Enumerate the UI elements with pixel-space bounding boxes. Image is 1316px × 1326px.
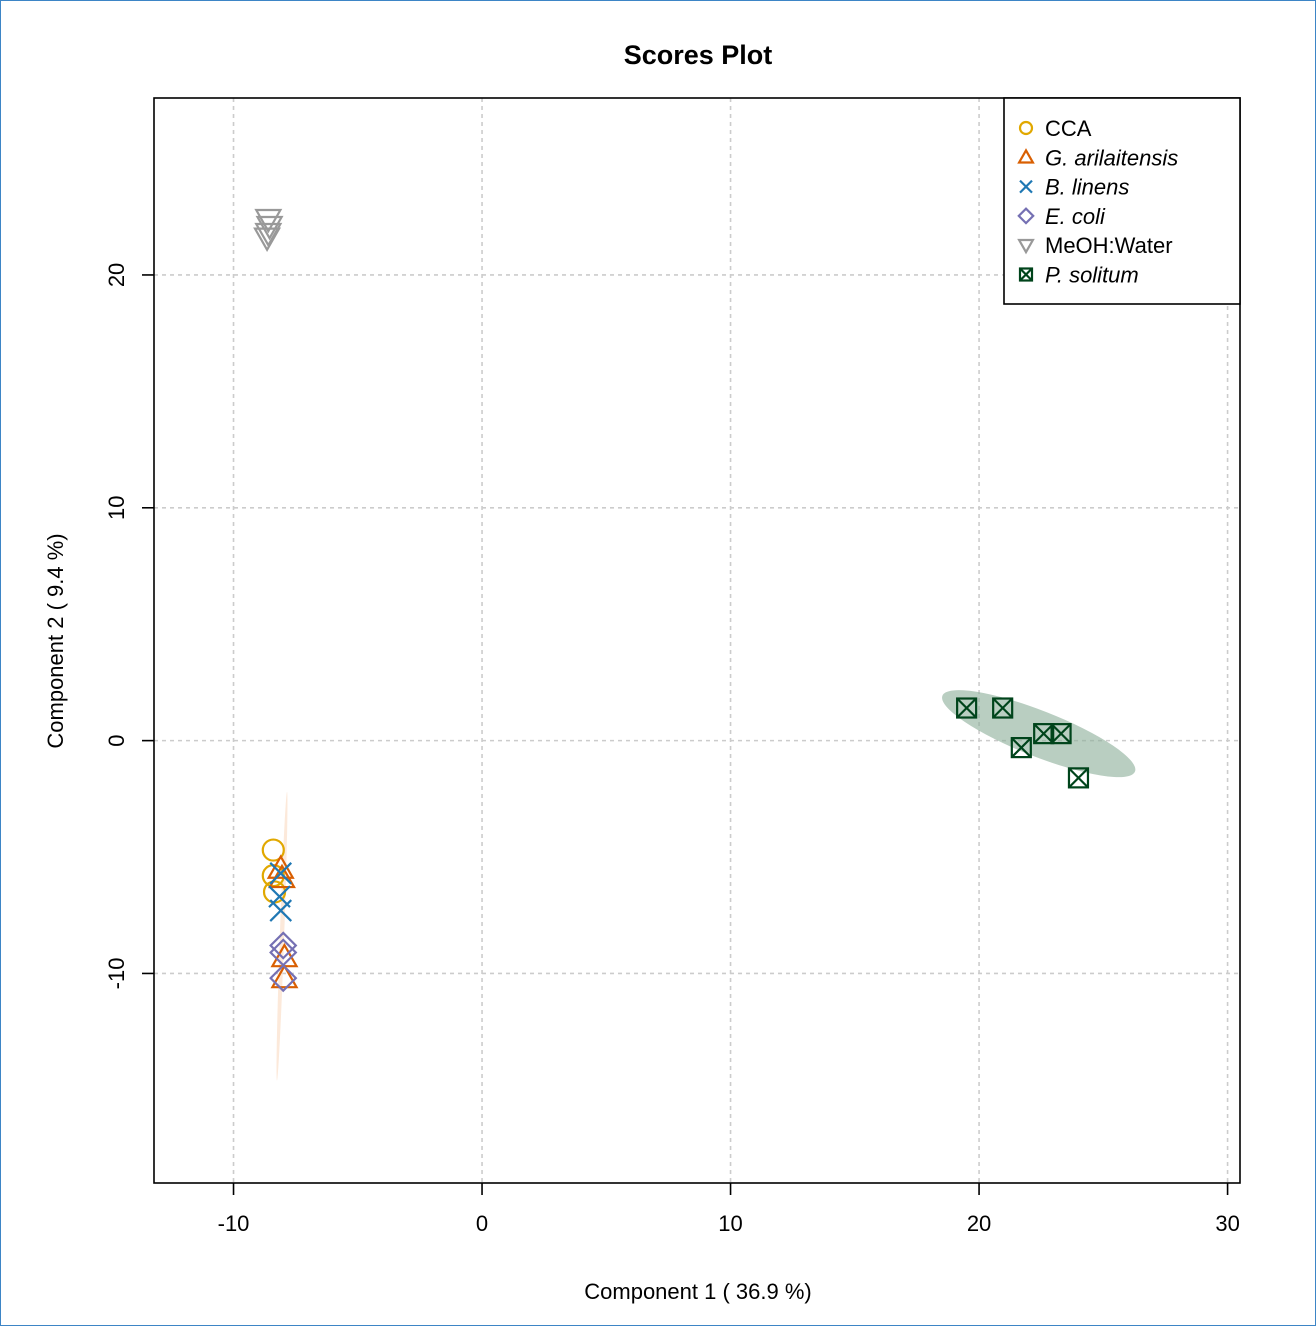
marker-shape bbox=[1019, 267, 1033, 282]
x-tick-label: 30 bbox=[1215, 1211, 1239, 1236]
x-tick-label: -10 bbox=[218, 1211, 250, 1236]
y-axis-label: Component 2 ( 9.4 %) bbox=[43, 533, 68, 748]
data-point-p-solitum bbox=[992, 697, 1014, 719]
legend-label-meoh-water: MeOH:Water bbox=[1045, 233, 1173, 258]
marker-shape bbox=[956, 697, 978, 719]
marker-shape bbox=[1017, 238, 1035, 255]
marker-shape bbox=[269, 931, 298, 960]
data-point-e-coli bbox=[269, 963, 298, 993]
marker-shape bbox=[1018, 120, 1034, 136]
legend-marker-meoh-water bbox=[1017, 238, 1035, 255]
legend-marker-g-arilaitensis bbox=[1017, 148, 1035, 164]
legend-label-g-arilaitensis: G. arilaitensis bbox=[1045, 145, 1178, 170]
y-tick-label: 20 bbox=[104, 263, 129, 287]
marker-shape bbox=[269, 963, 298, 993]
legend-marker-p-solitum bbox=[1018, 267, 1034, 282]
marker-shape bbox=[254, 222, 283, 248]
marker-shape bbox=[1017, 207, 1035, 225]
marker-shape bbox=[261, 838, 285, 862]
data-point-g-arilaitensis bbox=[268, 863, 296, 889]
legend-label-p-solitum: P. solitum bbox=[1045, 263, 1139, 288]
x-tick-label: 0 bbox=[476, 1211, 488, 1236]
marker-shape bbox=[1017, 148, 1035, 164]
x-tick-label: 20 bbox=[967, 1211, 991, 1236]
plot-area-border bbox=[153, 97, 1241, 1184]
data-point-g-arilaitensis bbox=[270, 963, 299, 989]
data-point-p-solitum bbox=[1050, 723, 1072, 745]
data-point-p-solitum bbox=[1067, 767, 1090, 789]
data-point-b-linens bbox=[269, 899, 293, 922]
y-tick-label: 10 bbox=[104, 496, 129, 520]
data-point-p-solitum bbox=[1033, 723, 1055, 745]
confidence-ellipse-p-solitum bbox=[942, 690, 1136, 778]
legend-marker-e-coli bbox=[1017, 207, 1035, 225]
data-point-cca bbox=[261, 838, 285, 862]
data-point-p-solitum bbox=[956, 697, 978, 719]
legend: CCA G. arilaitensis B. linens E. coli MeOH:W… bbox=[1003, 97, 1241, 305]
marker-shape bbox=[269, 899, 293, 922]
marker-shape bbox=[1019, 179, 1033, 194]
marker-shape bbox=[1033, 723, 1055, 745]
marker-shape bbox=[1011, 737, 1032, 758]
legend-box bbox=[1003, 97, 1241, 305]
legend-label-e-coli: E. coli bbox=[1045, 204, 1106, 229]
marker-shape bbox=[992, 697, 1014, 719]
marker-shape bbox=[269, 862, 293, 885]
legend-marker-b-linens bbox=[1019, 179, 1033, 194]
marker-shape bbox=[1067, 767, 1090, 789]
marker-shape bbox=[270, 963, 299, 989]
data-point-meoh-water bbox=[254, 208, 283, 234]
data-point-meoh-water bbox=[253, 227, 282, 252]
y-tick-label: -10 bbox=[104, 958, 129, 990]
axis-layer: -10 0 10 20 30 -10 0 10 20 bbox=[104, 263, 1240, 1236]
chart-title: Scores Plot bbox=[624, 40, 773, 70]
marker-shape bbox=[1068, 767, 1089, 789]
marker-shape bbox=[1018, 267, 1034, 282]
data-point-b-linens bbox=[269, 862, 293, 885]
marker-shape bbox=[1033, 723, 1054, 744]
marker-shape bbox=[253, 227, 282, 252]
marker-shape bbox=[956, 697, 977, 719]
data-point-e-coli bbox=[269, 931, 298, 960]
marker-shape bbox=[268, 863, 296, 889]
legend-label-cca: CCA bbox=[1045, 116, 1092, 141]
marker-shape bbox=[1050, 723, 1072, 745]
data-point-meoh-water bbox=[254, 222, 283, 248]
point-layer bbox=[253, 208, 1090, 993]
y-tick-label: 0 bbox=[104, 734, 129, 746]
legend-label-b-linens: B. linens bbox=[1045, 175, 1129, 200]
x-axis-label: Component 1 ( 36.9 %) bbox=[584, 1279, 811, 1304]
x-tick-label: 10 bbox=[718, 1211, 742, 1236]
marker-shape bbox=[1010, 737, 1032, 759]
data-point-p-solitum bbox=[1010, 737, 1032, 759]
marker-shape bbox=[992, 697, 1013, 719]
marker-shape bbox=[1050, 723, 1072, 744]
ellipse-layer bbox=[276, 690, 1136, 1081]
marker-shape bbox=[254, 208, 283, 234]
legend-marker-cca bbox=[1018, 120, 1034, 136]
